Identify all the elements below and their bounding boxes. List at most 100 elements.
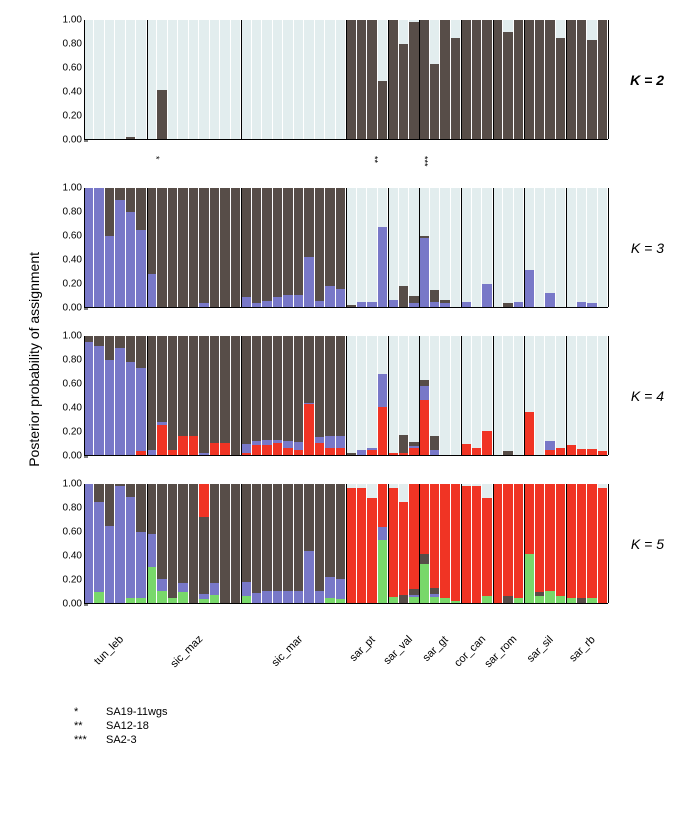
bar [388, 336, 397, 455]
bar [157, 336, 166, 455]
bar [210, 484, 219, 603]
bar [503, 188, 512, 307]
bar [84, 484, 93, 603]
bar [105, 484, 114, 603]
bar [147, 20, 156, 139]
bar [168, 484, 177, 603]
bar [283, 188, 292, 307]
bar [556, 188, 565, 307]
bar [252, 484, 261, 603]
bar [587, 188, 596, 307]
bar [598, 188, 607, 307]
bar [294, 336, 303, 455]
bar [252, 20, 261, 139]
bar [535, 20, 544, 139]
footnote-legend: *SA19-11wgs**SA12-18***SA2-3 [74, 706, 664, 746]
bar [157, 188, 166, 307]
bar [115, 188, 124, 307]
bar [189, 20, 198, 139]
bar [472, 336, 481, 455]
bar [482, 484, 491, 603]
bar [409, 336, 418, 455]
bar [587, 484, 596, 603]
bar [315, 20, 324, 139]
bar [440, 336, 449, 455]
bar [378, 188, 387, 307]
bar [378, 336, 387, 455]
bar [178, 336, 187, 455]
bar [147, 188, 156, 307]
bar [115, 484, 124, 603]
bar [210, 188, 219, 307]
bar [367, 484, 376, 603]
bar [514, 20, 523, 139]
bar [346, 336, 355, 455]
bar [420, 188, 429, 307]
bar [336, 188, 345, 307]
bar [493, 336, 502, 455]
k-label: K = 4 [608, 388, 664, 404]
bar [524, 188, 533, 307]
bar [210, 20, 219, 139]
bar [157, 484, 166, 603]
bar [472, 484, 481, 603]
bar [566, 20, 575, 139]
bar [241, 336, 250, 455]
bar [357, 20, 366, 139]
bar [420, 484, 429, 603]
bar [105, 188, 114, 307]
bar [524, 484, 533, 603]
bar [514, 336, 523, 455]
legend-row: **SA12-18 [74, 720, 664, 732]
bar [409, 188, 418, 307]
bar [566, 336, 575, 455]
bar [105, 336, 114, 455]
bar [399, 484, 408, 603]
bar [556, 20, 565, 139]
bar [252, 188, 261, 307]
bar [273, 20, 282, 139]
bar [304, 188, 313, 307]
bar [94, 188, 103, 307]
bar [577, 336, 586, 455]
bar [231, 20, 240, 139]
bar [325, 484, 334, 603]
bar [451, 20, 460, 139]
bar [524, 20, 533, 139]
bar [94, 336, 103, 455]
bar [430, 20, 439, 139]
bar [304, 484, 313, 603]
bar [503, 336, 512, 455]
bar [503, 20, 512, 139]
bar [283, 484, 292, 603]
population-label: sar_rom [483, 633, 520, 670]
bar [587, 336, 596, 455]
bar [262, 20, 271, 139]
panel-k5: 0.000.200.400.600.801.00K = 5 [42, 484, 664, 604]
bar [378, 20, 387, 139]
bar [241, 20, 250, 139]
bar [461, 336, 470, 455]
panel-k4: 0.000.200.400.600.801.00K = 4 [42, 336, 664, 456]
bar [283, 20, 292, 139]
bar [262, 188, 271, 307]
bar [220, 20, 229, 139]
bar [336, 336, 345, 455]
bar [577, 484, 586, 603]
bar [535, 484, 544, 603]
population-label: sar_pt [347, 634, 377, 664]
bar [503, 484, 512, 603]
bar [189, 484, 198, 603]
bar [231, 484, 240, 603]
bar [388, 20, 397, 139]
bar [524, 336, 533, 455]
bar [577, 188, 586, 307]
bar [430, 188, 439, 307]
bar [136, 188, 145, 307]
bar [440, 188, 449, 307]
bar [430, 336, 439, 455]
bar [231, 336, 240, 455]
bar [440, 20, 449, 139]
population-label: sar_rb [567, 634, 598, 665]
bar [262, 484, 271, 603]
